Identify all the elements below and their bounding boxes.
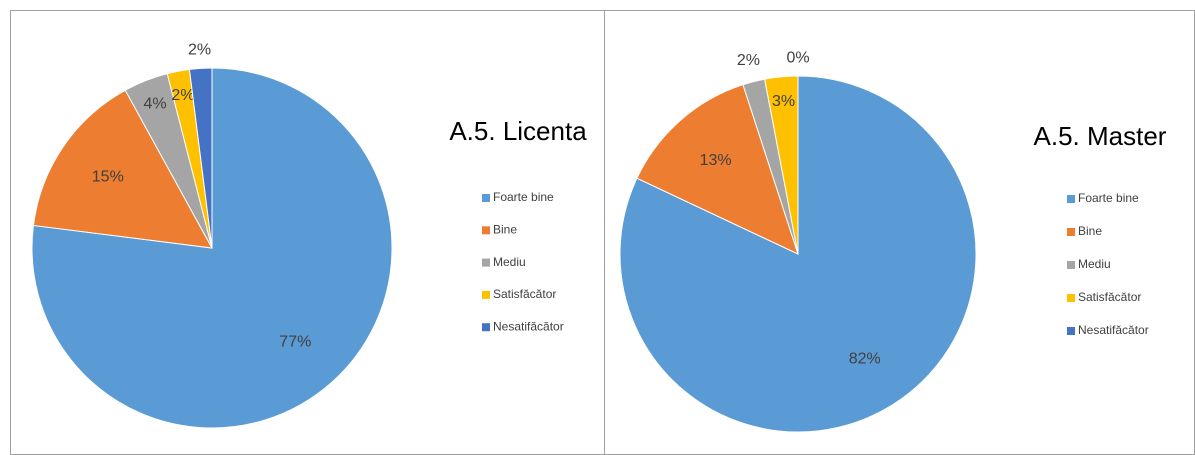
legend-swatch (482, 226, 490, 235)
legend-swatch (1067, 294, 1075, 302)
legend-label: Foarte bine (493, 190, 554, 204)
pie-slice (636, 84, 799, 255)
legend-label: Bine (1078, 224, 1102, 238)
legend-label: Bine (493, 222, 517, 236)
data-label: 15% (92, 168, 124, 185)
legend-label: Mediu (493, 255, 526, 269)
data-label: 3% (772, 93, 795, 110)
data-label: 13% (700, 152, 732, 169)
chart-title: A.5. Master (1034, 121, 1167, 151)
data-label: 77% (279, 334, 311, 351)
legend-label: Foarte bine (1078, 191, 1139, 205)
data-label: 2% (737, 52, 760, 69)
pie-slice (619, 75, 977, 433)
legend-swatch (1067, 327, 1075, 335)
data-label: 82% (849, 350, 881, 367)
legend-label: Mediu (1078, 257, 1111, 271)
legend-swatch (1067, 261, 1075, 269)
pie-slice (32, 89, 213, 249)
chart-title: A.5. Licenta (449, 116, 587, 146)
pie-slice (31, 67, 393, 429)
legend-swatch (482, 258, 490, 267)
legend-swatch (482, 323, 490, 332)
legend-label: Nesatifăcător (1078, 323, 1149, 337)
data-label: 2% (188, 42, 211, 59)
legend-label: Satisfăcător (1078, 290, 1141, 304)
legend-label: Satisfăcător (493, 287, 556, 301)
legend-swatch (1067, 228, 1075, 236)
legend-swatch (482, 290, 490, 299)
legend-swatch (482, 194, 490, 202)
data-label: 2% (171, 87, 194, 104)
legend-swatch (1067, 195, 1075, 203)
pie-slice (188, 67, 213, 249)
data-label: 4% (143, 95, 166, 112)
legend-label: Nesatifăcător (493, 319, 564, 333)
data-label: 0% (786, 49, 809, 66)
